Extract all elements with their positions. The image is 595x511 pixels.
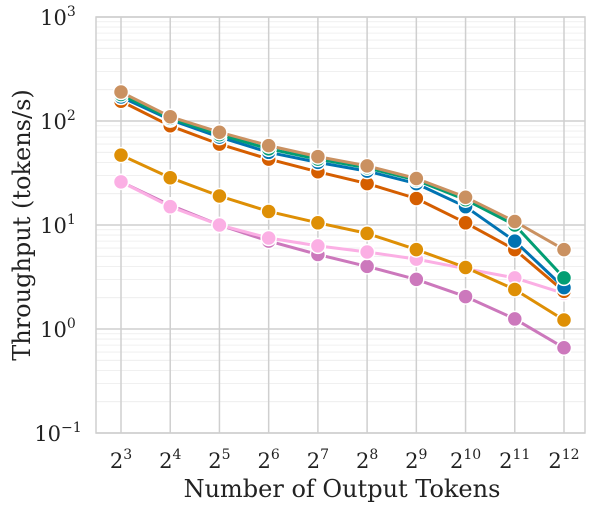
data-point bbox=[358, 258, 376, 275]
data-point bbox=[408, 170, 425, 187]
x-tick-labels: 23 24 25 26 27 28 29 210 211 212 bbox=[110, 447, 580, 473]
x-tick-label: 212 bbox=[548, 447, 579, 473]
x-tick-label: 29 bbox=[405, 447, 427, 473]
data-point bbox=[358, 243, 376, 261]
data-point bbox=[555, 241, 573, 258]
series-6 bbox=[112, 86, 573, 287]
data-point bbox=[506, 232, 524, 250]
data-point bbox=[112, 83, 130, 101]
data-point bbox=[211, 216, 228, 234]
data-point bbox=[309, 237, 327, 255]
data-point bbox=[408, 190, 425, 207]
series-line bbox=[120, 93, 566, 279]
data-point bbox=[408, 241, 425, 258]
x-tick-label: 28 bbox=[356, 447, 378, 473]
data-point bbox=[457, 214, 474, 232]
data-point bbox=[260, 229, 277, 247]
plot-frame bbox=[95, 16, 586, 434]
y-tick-label: 103 bbox=[40, 4, 76, 30]
series-1 bbox=[112, 173, 573, 357]
y-tick-labels: 10−1 100 101 102 103 bbox=[34, 4, 81, 446]
y-tick-label: 102 bbox=[40, 108, 76, 134]
data-point bbox=[112, 173, 130, 191]
x-tick-label: 211 bbox=[499, 447, 530, 473]
data-point bbox=[506, 213, 524, 230]
series-7 bbox=[112, 83, 573, 258]
y-tick-label: 100 bbox=[40, 316, 76, 342]
series-line bbox=[120, 153, 565, 322]
series-line bbox=[120, 90, 565, 251]
series-3 bbox=[112, 146, 573, 329]
data-point bbox=[211, 187, 228, 205]
data-point bbox=[506, 281, 524, 298]
data-point bbox=[358, 157, 376, 175]
y-tick-label: 101 bbox=[40, 212, 76, 238]
data-point bbox=[309, 214, 327, 232]
x-tick-label: 24 bbox=[159, 447, 181, 473]
data-point bbox=[211, 123, 228, 141]
x-axis-label: Number of Output Tokens bbox=[184, 475, 501, 503]
data-point bbox=[358, 225, 376, 242]
x-tick-label: 27 bbox=[307, 447, 329, 473]
data-point bbox=[161, 108, 179, 125]
series-layer bbox=[112, 83, 573, 357]
series-line bbox=[120, 180, 565, 350]
x-tick-label: 25 bbox=[208, 447, 230, 473]
data-point bbox=[408, 271, 425, 288]
data-point bbox=[161, 169, 179, 186]
x-tick-label: 210 bbox=[450, 447, 481, 473]
data-point bbox=[457, 288, 474, 305]
y-axis-label: Throughput (tokens/s) bbox=[8, 89, 36, 361]
x-tick-label: 26 bbox=[258, 447, 280, 473]
x-tick-label: 23 bbox=[110, 447, 132, 473]
data-point bbox=[260, 203, 277, 220]
series-line bbox=[120, 95, 566, 289]
data-point bbox=[555, 311, 573, 329]
series-line bbox=[120, 180, 565, 295]
data-point bbox=[555, 269, 573, 287]
data-point bbox=[555, 339, 573, 357]
y-tick-label: 10−1 bbox=[34, 420, 81, 446]
data-point bbox=[161, 198, 179, 215]
data-point bbox=[260, 137, 277, 154]
data-point bbox=[457, 188, 474, 206]
data-point bbox=[112, 146, 130, 164]
data-point bbox=[309, 148, 327, 165]
data-point bbox=[506, 310, 524, 328]
data-point bbox=[457, 259, 474, 276]
series-line bbox=[120, 99, 565, 293]
